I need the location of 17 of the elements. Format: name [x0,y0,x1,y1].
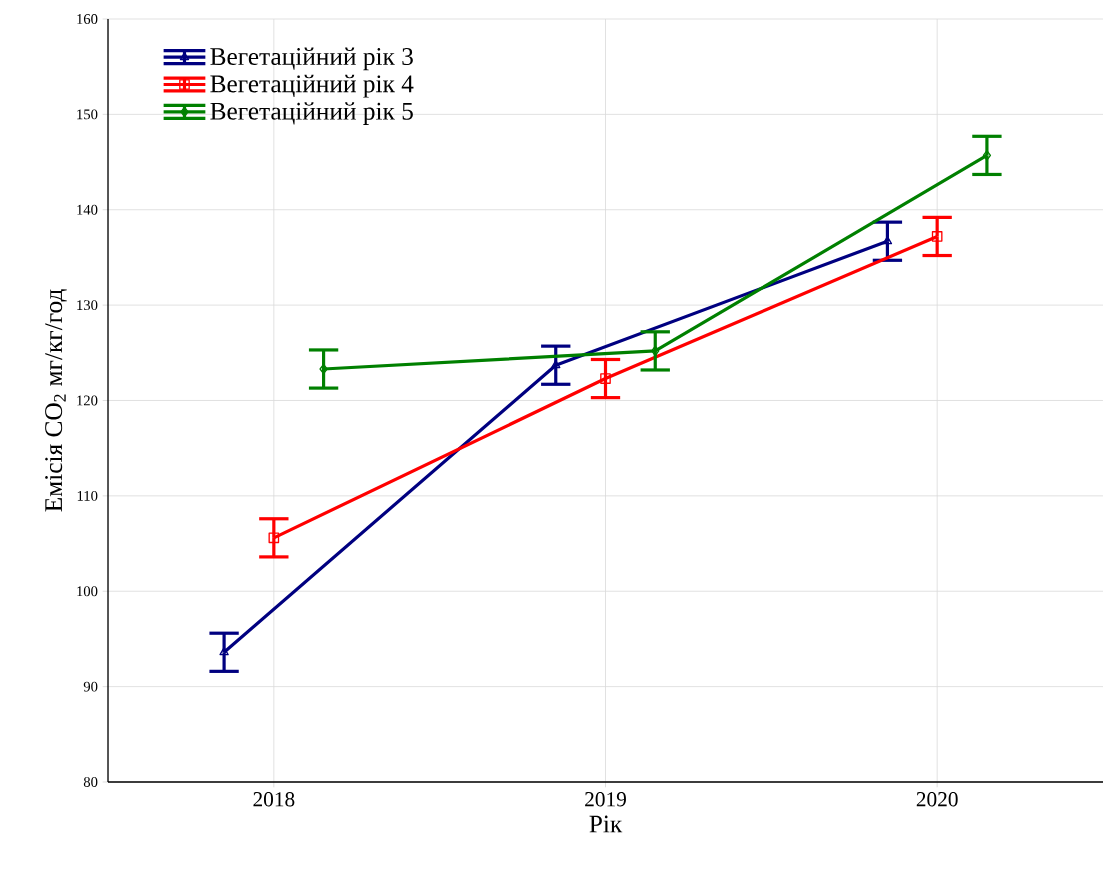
y-tick-label: 110 [77,490,98,501]
y-tick-label: 90 [83,681,98,692]
y-tick-label: 140 [77,204,98,215]
legend-label: Вегетаційний рік 4 [210,74,414,98]
x-axis-title: Рік [589,815,623,833]
x-tick-label: 2019 [585,792,626,807]
y-tick-label: 130 [77,300,98,311]
x-tick-label: 2018 [253,792,295,807]
legend-label: Вегетаційний рік 5 [210,102,413,125]
y-tick-label: 120 [77,395,98,406]
y-axis-title: Емісія CO$_{2}$ мг/кг/год [45,289,67,512]
y-tick-label: 160 [77,14,98,24]
x-tick-label: 2020 [916,792,958,807]
y-tick-label: 80 [83,777,98,787]
legend-label: Вегетаційний рік 3 [210,47,413,71]
y-tick-label: 150 [77,109,98,120]
y-tick-label: 100 [77,586,98,597]
